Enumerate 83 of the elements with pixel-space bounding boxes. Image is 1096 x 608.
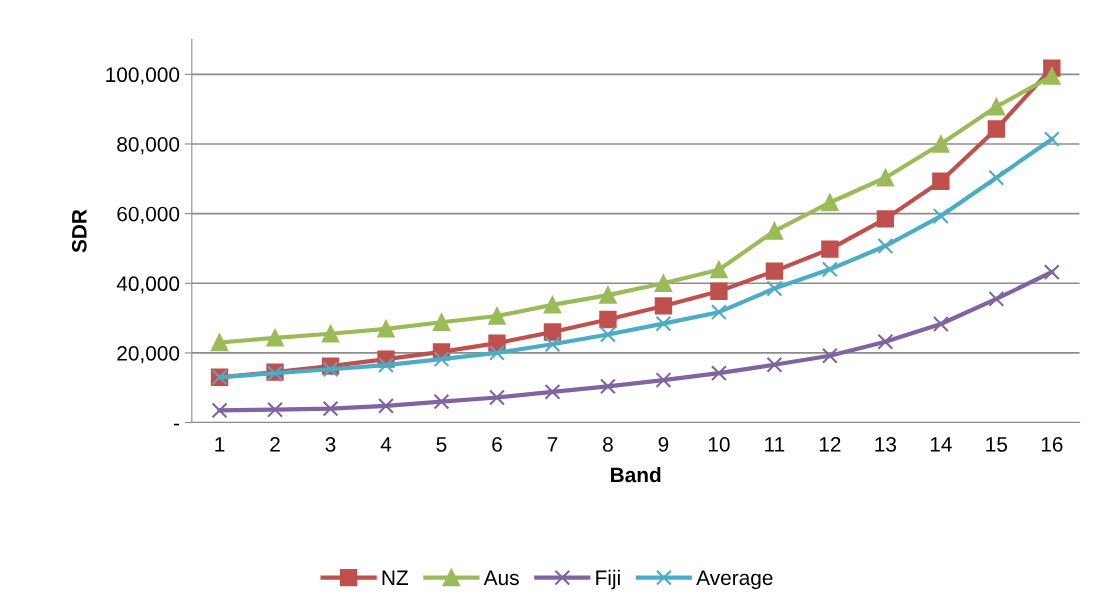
- point: [710, 261, 728, 279]
- point: [765, 222, 784, 240]
- point: [322, 400, 339, 417]
- x-tick-label: 2: [270, 437, 280, 452]
- point: [710, 282, 728, 300]
- point: [988, 169, 1005, 186]
- x-tick-label: 15: [986, 437, 1008, 452]
- point: [821, 261, 838, 278]
- point: [876, 169, 895, 187]
- point: [322, 361, 339, 378]
- point: [766, 280, 783, 297]
- point: [433, 351, 450, 368]
- point: [987, 98, 1006, 116]
- point: [543, 296, 562, 314]
- point: [932, 172, 950, 190]
- point: [1043, 67, 1061, 85]
- point: [432, 313, 451, 331]
- point: [1043, 131, 1060, 148]
- point: [654, 274, 673, 292]
- point: [210, 333, 229, 352]
- x-tick-label: 14: [930, 437, 952, 452]
- point: [543, 323, 562, 341]
- point: [433, 393, 450, 410]
- point: [710, 365, 727, 382]
- point: [876, 210, 895, 228]
- point: [599, 310, 617, 329]
- x-tick-label: 13: [875, 437, 897, 452]
- x-axis-title: Band: [611, 466, 661, 483]
- point: [932, 208, 949, 225]
- y-tick-label: 80,000: [117, 136, 180, 155]
- x-tick-label: 4: [380, 437, 392, 452]
- point: [378, 357, 394, 374]
- legend-label: Aus: [483, 570, 519, 586]
- point: [544, 383, 561, 400]
- x-tick-label: 8: [603, 437, 613, 452]
- point: [821, 240, 839, 258]
- y-tick-label: 20,000: [117, 345, 180, 364]
- y-tick-label: -: [173, 423, 180, 426]
- point: [877, 238, 894, 254]
- point: [1043, 264, 1060, 281]
- x-tick-label: 6: [492, 437, 502, 452]
- x-tick-label: 12: [819, 437, 841, 452]
- point: [655, 315, 672, 332]
- x-tick-label: 10: [708, 437, 730, 452]
- point: [821, 193, 839, 212]
- point: [821, 347, 838, 364]
- point: [932, 316, 949, 332]
- x-tick-label: 7: [547, 437, 558, 452]
- point: [488, 344, 505, 361]
- point: [488, 389, 505, 406]
- point: [599, 286, 617, 304]
- point: [266, 329, 284, 347]
- legend-label: NZ: [382, 570, 409, 585]
- point: [599, 326, 616, 343]
- x-tick-label: 16: [1041, 437, 1063, 452]
- x-tick-label: 9: [658, 437, 669, 452]
- y-tick-label: 40,000: [116, 276, 180, 294]
- point: [377, 320, 395, 338]
- point: [599, 378, 616, 395]
- point: [654, 297, 673, 315]
- y-axis-title: SDR: [71, 209, 87, 253]
- point: [488, 307, 506, 325]
- y-tick-label: 100,000: [106, 67, 180, 85]
- point: [267, 401, 284, 418]
- point: [877, 333, 894, 350]
- point: [378, 397, 394, 414]
- point: [988, 290, 1005, 307]
- point: [321, 325, 340, 343]
- legend-label: Fiji: [596, 569, 620, 590]
- point: [710, 304, 727, 321]
- point: [655, 372, 672, 389]
- point: [765, 262, 784, 280]
- point: [544, 336, 561, 353]
- point: [932, 135, 950, 153]
- x-tick-label: 1: [215, 437, 225, 452]
- point: [211, 402, 228, 419]
- legend-label: Average: [696, 570, 773, 590]
- x-tick-label: 11: [765, 437, 785, 452]
- point: [766, 356, 783, 373]
- x-tick-label: 5: [436, 437, 447, 452]
- y-tick-label: 60,000: [117, 206, 180, 224]
- x-tick-label: 3: [325, 437, 336, 452]
- point: [987, 120, 1006, 138]
